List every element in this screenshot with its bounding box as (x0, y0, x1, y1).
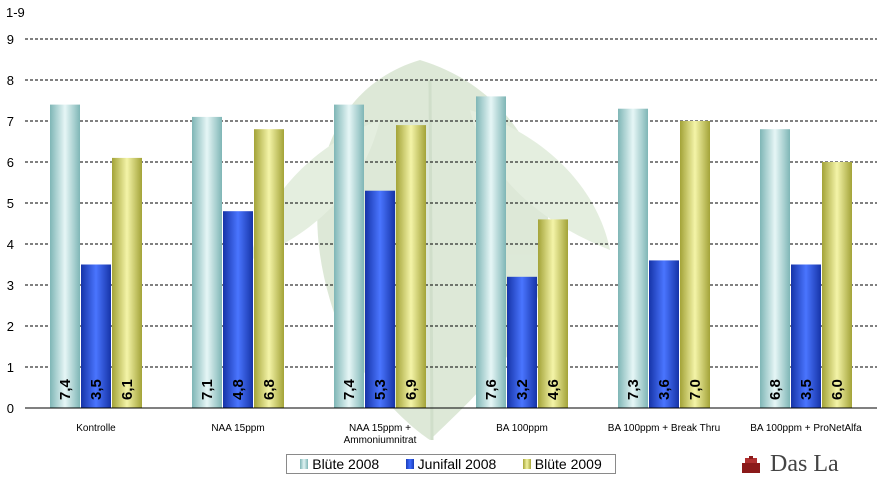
y-tick-label-3: 3 (7, 278, 14, 293)
logo-text: Das La (770, 451, 839, 477)
bar-s2-c2 (396, 125, 426, 408)
data-label-s1-c1: 4,8 (230, 379, 247, 400)
y-tick-label-5: 5 (7, 196, 14, 211)
data-label-s0-c3: 7,6 (483, 379, 500, 400)
x-tick-label-2-0: NAA 15ppm + (349, 423, 411, 434)
bar-s2-c3 (538, 219, 568, 408)
bar-s2-c0 (112, 157, 142, 408)
data-label-s2-c2: 6,9 (403, 379, 420, 400)
data-label-s0-c1: 7,1 (199, 379, 216, 400)
data-label-s2-c4: 7,0 (687, 379, 704, 400)
bar-s0-c1 (192, 116, 222, 409)
bar-s2-c1 (254, 129, 284, 408)
y-tick-label-6: 6 (7, 155, 14, 170)
y-axis-label: 1-9 (6, 5, 25, 20)
bar-s0-c5 (760, 129, 790, 408)
y-tick-label-7: 7 (7, 114, 14, 129)
x-tick-label-1-0: NAA 15ppm (211, 423, 264, 434)
bar-s0-c0 (50, 104, 80, 408)
legend-swatch-bluete-2009 (522, 459, 531, 469)
legend-swatch-junifall-2008 (405, 459, 414, 469)
legend-item-bluete-2008: Blüte 2008 (300, 456, 379, 472)
y-tick-label-4: 4 (7, 237, 14, 252)
bar-s1-c3 (507, 276, 537, 408)
bar-s0-c3 (476, 96, 506, 409)
bar-s1-c5 (791, 264, 821, 408)
axis-layer: 0 1 2 3 4 5 6 7 8 9 Kontrolle NAA 15ppm NAA 15ppm +A… (7, 32, 877, 446)
data-label-s2-c0: 6,1 (119, 379, 136, 400)
data-label-s0-c0: 7,4 (57, 378, 74, 400)
data-label-s1-c0: 3,5 (88, 379, 105, 400)
data-label-s1-c2: 5,3 (372, 379, 389, 400)
data-label-s1-c5: 3,5 (798, 379, 815, 400)
logo: Das La (740, 451, 877, 477)
bar-s0-c4 (618, 108, 648, 408)
legend-item-junifall-2008: Junifall 2008 (405, 456, 497, 472)
bar-s2-c4 (680, 121, 710, 408)
bar-s0-c2 (334, 104, 364, 408)
y-tick-label-9: 9 (7, 32, 14, 47)
bar-s1-c1 (223, 211, 253, 408)
y-tick-label-0: 0 (7, 401, 14, 416)
y-tick-label-2: 2 (7, 319, 14, 334)
x-tick-label-5-0: BA 100ppm + ProNetAlfa (750, 423, 862, 434)
data-label-s0-c2: 7,4 (341, 378, 358, 400)
y-tick-label-1: 1 (7, 360, 14, 375)
data-label-s2-c5: 6,0 (829, 379, 846, 400)
x-tick-label-3-0: BA 100ppm (496, 423, 548, 434)
legend-swatch-bluete-2008 (300, 459, 309, 469)
legend-label-junifall-2008: Junifall 2008 (417, 456, 497, 472)
legend-label-bluete-2008: Blüte 2008 (312, 456, 380, 472)
bar-s1-c2 (365, 190, 395, 408)
gridlines (25, 38, 877, 368)
y-tick-label-8: 8 (7, 73, 14, 88)
x-tick-label-4-0: BA 100ppm + Break Thru (608, 423, 720, 434)
x-tick-label-0-0: Kontrolle (76, 423, 116, 434)
crest-icon (742, 455, 760, 473)
legend-item-bluete-2009: Blüte 2009 (522, 456, 602, 472)
legend: Blüte 2008 Junifall 2008 Blüte 2009 (286, 454, 616, 474)
bar-s1-c4 (649, 260, 679, 408)
bar-s2-c5 (822, 162, 852, 408)
bar-s1-c0 (81, 264, 111, 408)
x-tick-label-2-1: Ammoniumnitrat (344, 435, 417, 446)
data-label-s2-c3: 4,6 (545, 379, 562, 400)
data-label-s1-c4: 3,6 (656, 379, 673, 400)
bars-layer: 7,4 3,5 6,1 7,1 4,8 6,8 7,4 5,3 6,9 7,6 3,2 4,6 7,3 3… (50, 96, 852, 409)
data-label-s0-c5: 6,8 (767, 379, 784, 400)
data-label-s1-c3: 3,2 (514, 379, 531, 400)
legend-label-bluete-2009: Blüte 2009 (534, 456, 602, 472)
data-label-s2-c1: 6,8 (261, 379, 278, 400)
data-label-s0-c4: 7,3 (625, 379, 642, 400)
